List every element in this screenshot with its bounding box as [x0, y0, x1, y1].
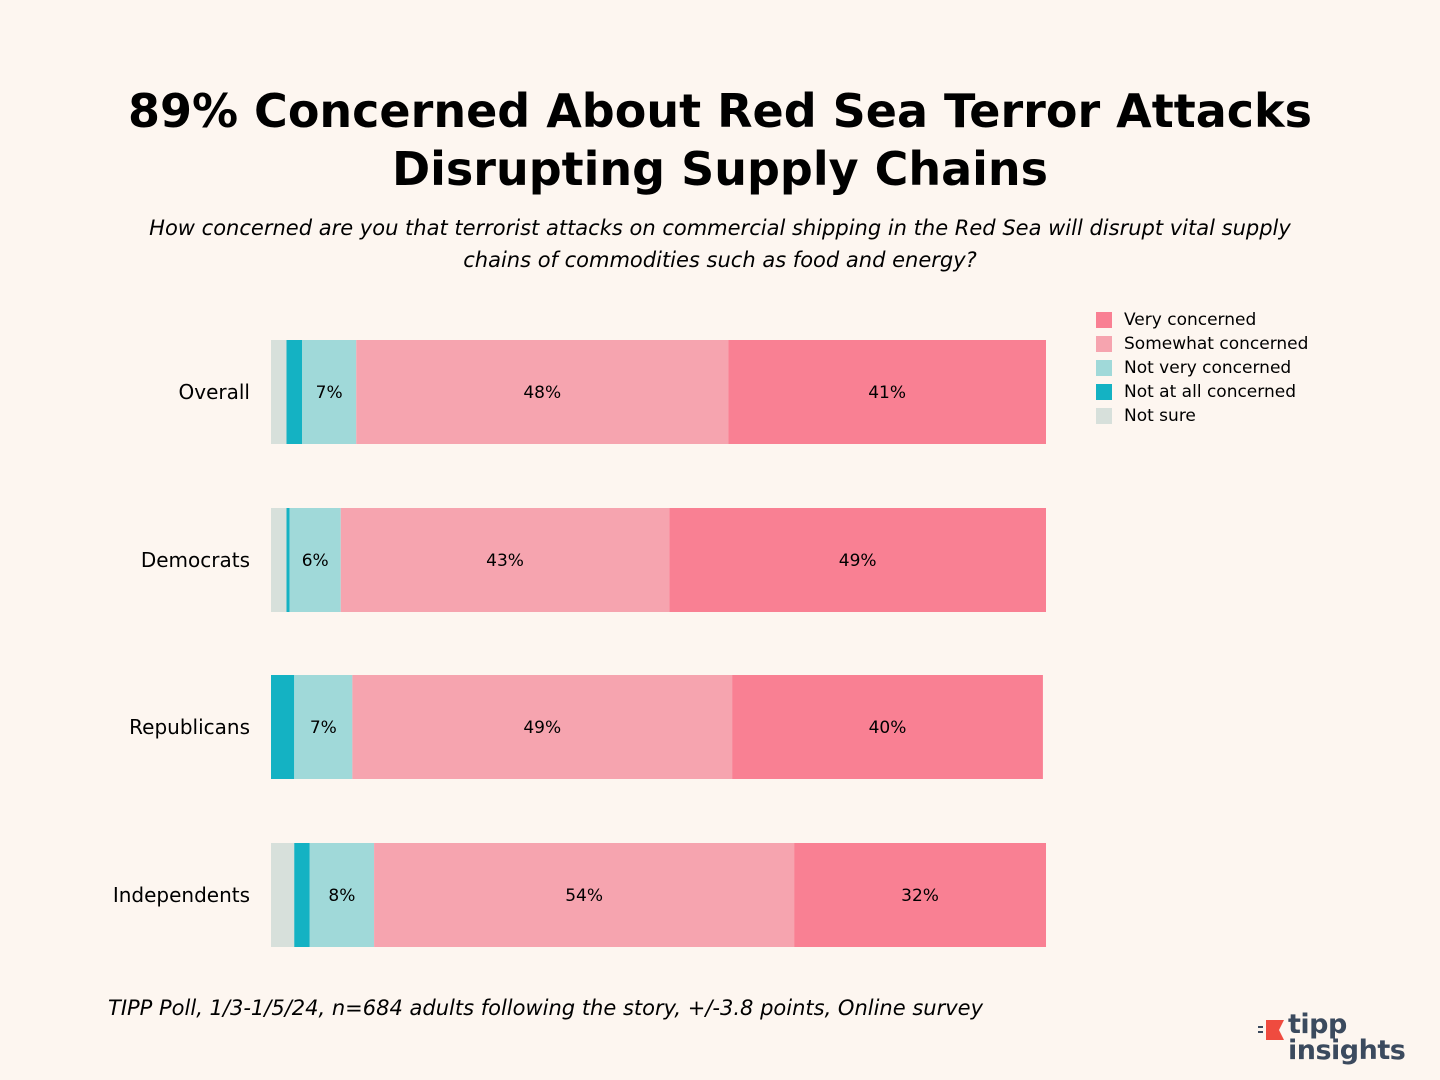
- bar-segment-overall-not-sure: [271, 340, 287, 444]
- logo-wordmark: tipp insights: [1288, 1009, 1406, 1066]
- tipp-insights-logo: tipp insights: [1258, 1009, 1408, 1068]
- data-label-independents-somewhat-concerned: 54%: [565, 886, 603, 906]
- data-label-republicans-very-concerned: 40%: [869, 718, 907, 738]
- data-label-overall-not-very-concerned: 7%: [316, 383, 343, 403]
- logo-wordmark-line-2: insights: [1288, 1035, 1406, 1066]
- chart-title: 89% Concerned About Red Sea Terror Attac…: [0, 82, 1440, 198]
- category-label-democrats: Democrats: [141, 548, 250, 572]
- bar-segment-overall-not-at-all-concerned: [286, 340, 302, 444]
- category-label-independents: Independents: [113, 883, 250, 907]
- logo-flag-icon: [1258, 1020, 1284, 1040]
- legend-label-not-at-all-concerned: Not at all concerned: [1124, 382, 1296, 402]
- data-label-democrats-not-very-concerned: 6%: [302, 551, 329, 571]
- bar-segment-independents-not-at-all-concerned: [294, 843, 310, 947]
- legend-swatch-not-at-all-concerned: [1096, 384, 1112, 400]
- bar-segment-republicans-somewhat-concerned: [352, 675, 733, 779]
- bar-segment-independents-somewhat-concerned: [374, 843, 795, 947]
- chart-subtitle-line-2: chains of commodities such as food and e…: [463, 248, 977, 272]
- bar-segment-democrats-somewhat-concerned: [340, 508, 670, 612]
- bar-segment-overall-not-very-concerned: [302, 340, 357, 444]
- bar-segment-democrats-not-very-concerned: [289, 508, 341, 612]
- legend-label-not-sure: Not sure: [1124, 406, 1196, 426]
- category-label-overall: Overall: [179, 380, 250, 404]
- data-label-overall-very-concerned: 41%: [868, 383, 906, 403]
- legend-item-very-concerned: Very concerned: [1096, 308, 1308, 332]
- legend-item-somewhat-concerned: Somewhat concerned: [1096, 332, 1308, 356]
- bar-segment-republicans-not-very-concerned: [294, 675, 353, 779]
- chart-legend: Very concerned Somewhat concerned Not very…: [1096, 308, 1308, 428]
- bar-segment-democrats-not-at-all-concerned: [286, 508, 290, 612]
- bar-segment-independents-very-concerned: [794, 843, 1047, 947]
- bar-segment-democrats-very-concerned: [669, 508, 1046, 612]
- bar-segment-republicans-not-at-all-concerned: [271, 675, 295, 779]
- poll-footnote: TIPP Poll, 1/3-1/5/24, n=684 adults foll…: [108, 996, 983, 1020]
- legend-swatch-very-concerned: [1096, 312, 1112, 328]
- legend-item-not-very-concerned: Not very concerned: [1096, 356, 1308, 380]
- data-label-independents-very-concerned: 32%: [901, 886, 939, 906]
- bar-segment-overall-very-concerned: [728, 340, 1046, 444]
- data-label-republicans-not-very-concerned: 7%: [310, 718, 337, 738]
- legend-swatch-somewhat-concerned: [1096, 336, 1112, 352]
- legend-label-not-very-concerned: Not very concerned: [1124, 358, 1292, 378]
- data-label-independents-not-very-concerned: 8%: [328, 886, 355, 906]
- data-label-republicans-somewhat-concerned: 49%: [523, 718, 561, 738]
- legend-swatch-not-very-concerned: [1096, 360, 1112, 376]
- data-label-overall-somewhat-concerned: 48%: [523, 383, 561, 403]
- category-label-republicans: Republicans: [129, 715, 250, 739]
- legend-swatch-not-sure: [1096, 408, 1112, 424]
- chart-subtitle-line-1: How concerned are you that terrorist att…: [149, 216, 1291, 240]
- logo-wordmark-line-1: tipp: [1288, 1009, 1347, 1040]
- data-label-democrats-very-concerned: 49%: [839, 551, 877, 571]
- chart-subtitle: How concerned are you that terrorist att…: [120, 212, 1320, 276]
- legend-label-somewhat-concerned: Somewhat concerned: [1124, 334, 1309, 354]
- bar-segment-independents-not-sure: [271, 843, 295, 947]
- chart-title-line-1: 89% Concerned About Red Sea Terror Attac…: [127, 84, 1313, 138]
- bar-segment-overall-somewhat-concerned: [356, 340, 729, 444]
- legend-item-not-at-all-concerned: Not at all concerned: [1096, 380, 1308, 404]
- bar-segment-independents-not-very-concerned: [309, 843, 375, 947]
- bar-segment-republicans-very-concerned: [732, 675, 1043, 779]
- data-label-democrats-somewhat-concerned: 43%: [486, 551, 524, 571]
- bar-segment-democrats-not-sure: [271, 508, 287, 612]
- legend-item-not-sure: Not sure: [1096, 404, 1308, 428]
- legend-label-very-concerned: Very concerned: [1124, 310, 1257, 330]
- chart-title-line-2: Disrupting Supply Chains: [391, 142, 1049, 196]
